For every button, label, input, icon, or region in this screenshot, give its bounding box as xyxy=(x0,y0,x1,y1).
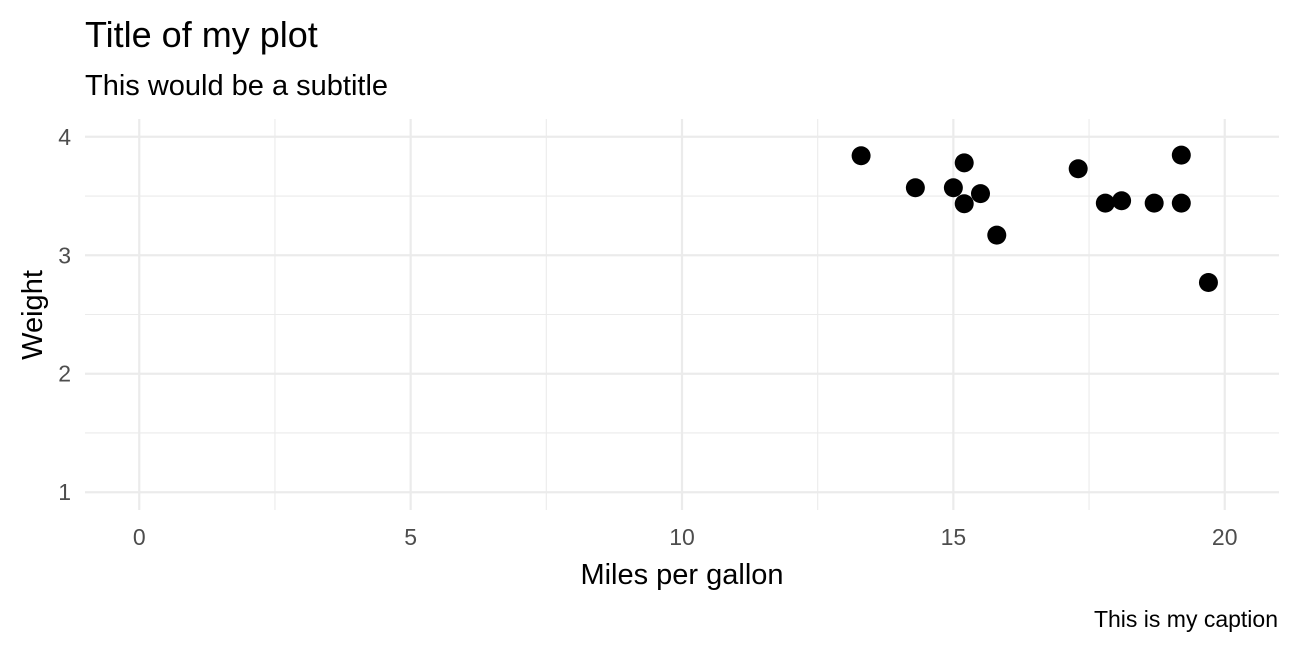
data-point xyxy=(1171,145,1191,165)
data-point xyxy=(1144,193,1164,213)
data-point xyxy=(954,194,974,214)
data-point xyxy=(1095,193,1115,213)
tick-labels: 0 5 10 15 20 1 2 3 4 xyxy=(58,124,1237,550)
x-tick-label: 0 xyxy=(133,524,146,550)
chart-caption: This is my caption xyxy=(1094,606,1278,632)
data-point xyxy=(971,184,990,204)
data-point xyxy=(987,225,1007,245)
data-points xyxy=(851,145,1218,293)
x-tick-label: 20 xyxy=(1212,524,1238,550)
x-axis-title: Miles per gallon xyxy=(580,559,783,591)
data-point xyxy=(943,178,963,198)
y-axis-title: Weight xyxy=(17,270,49,360)
y-tick-label: 4 xyxy=(58,124,71,150)
grid xyxy=(85,119,1279,510)
y-tick-label: 2 xyxy=(58,361,71,387)
data-point xyxy=(1112,191,1132,211)
x-tick-label: 15 xyxy=(941,524,967,550)
x-tick-label: 5 xyxy=(404,524,417,550)
data-point xyxy=(954,153,974,173)
data-point xyxy=(1068,159,1088,179)
x-tick-label: 10 xyxy=(669,524,695,550)
chart-title: Title of my plot xyxy=(85,14,318,55)
y-tick-label: 3 xyxy=(58,242,71,268)
y-tick-label: 1 xyxy=(58,479,71,505)
data-point xyxy=(905,178,925,198)
data-point xyxy=(851,146,871,166)
chart-subtitle: This would be a subtitle xyxy=(85,70,388,102)
data-point xyxy=(1171,193,1191,213)
data-point xyxy=(1198,273,1218,293)
